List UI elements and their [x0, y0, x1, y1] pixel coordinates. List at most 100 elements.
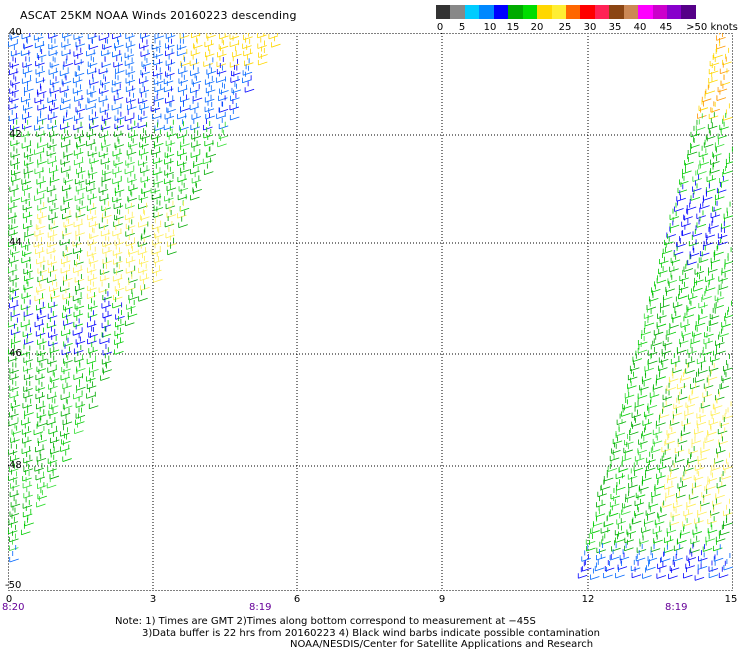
wind-barb: [22, 463, 32, 482]
wind-barb: [21, 408, 31, 426]
wind-barb: [24, 508, 34, 527]
wind-barb: [36, 77, 47, 95]
wind-barb: [114, 202, 124, 221]
longitude-label: 9: [438, 594, 446, 605]
wind-barb: [687, 337, 697, 355]
wind-barb: [637, 436, 647, 454]
colorbar-swatch: [667, 5, 682, 19]
wind-barb: [215, 65, 226, 83]
wind-barb: [24, 75, 34, 93]
wind-barb: [88, 33, 99, 50]
wind-barb: [697, 443, 708, 462]
wind-barb: [37, 344, 47, 363]
wind-barb: [690, 526, 700, 545]
wind-barb: [9, 174, 19, 192]
wind-barb: [192, 175, 202, 193]
wind-barb: [218, 111, 229, 130]
wind-barb: [707, 418, 717, 436]
wind-barb: [659, 246, 669, 265]
wind-barb: [723, 157, 733, 175]
wind-barb: [114, 327, 124, 346]
wind-barb: [629, 417, 639, 436]
wind-barb: [102, 157, 112, 176]
wind-barb: [720, 517, 730, 536]
wind-barb: [102, 236, 112, 254]
wind-barb: [673, 544, 683, 562]
wind-barb: [243, 33, 253, 41]
wind-barb: [678, 273, 689, 291]
wind-barb: [46, 236, 57, 254]
wind-barb: [708, 560, 719, 579]
wind-barb: [48, 320, 58, 338]
wind-barb: [86, 255, 97, 274]
wind-barb: [685, 390, 696, 408]
wind-barb: [190, 140, 201, 158]
wind-barb: [36, 400, 47, 419]
wind-barb: [675, 445, 685, 463]
wind-barb: [22, 56, 33, 75]
wind-barb: [153, 40, 163, 58]
wind-barb: [140, 202, 150, 221]
wind-barb: [705, 220, 716, 239]
wind-barb: [722, 103, 733, 121]
wind-barb: [23, 93, 33, 111]
colorbar-label: 30: [583, 22, 597, 33]
latitude-label: 42: [9, 129, 22, 140]
colorbar-swatch: [464, 5, 480, 19]
wind-barb: [643, 301, 654, 319]
wind-barb: [686, 490, 696, 508]
wind-barb: [49, 93, 59, 112]
wind-barb: [73, 299, 84, 318]
wind-barb: [59, 92, 70, 111]
wind-barb: [616, 407, 627, 426]
colorbar-swatch: [638, 5, 653, 19]
wind-barb: [665, 427, 675, 445]
wind-barb: [86, 381, 96, 399]
wind-barb: [154, 74, 164, 93]
wind-barb: [718, 427, 728, 445]
wind-barb: [258, 40, 268, 58]
wind-barb: [596, 535, 606, 554]
wind-barb: [689, 239, 700, 257]
wind-barb: [604, 554, 615, 572]
wind-barb: [8, 92, 19, 110]
wind-barb: [708, 354, 719, 372]
wind-barb: [692, 219, 703, 237]
wind-barb: [176, 33, 187, 50]
wind-barb: [632, 344, 643, 363]
wind-barb: [684, 300, 695, 319]
wind-barb: [682, 509, 692, 527]
wind-barb: [35, 435, 45, 453]
wind-barb: [625, 481, 635, 500]
wind-barb: [725, 300, 733, 319]
wind-barb: [205, 75, 216, 94]
wind-barb: [61, 67, 72, 85]
wind-barb: [114, 111, 125, 130]
wind-barb: [49, 50, 60, 68]
longitude-label: 12: [581, 594, 595, 605]
wind-barb: [693, 274, 703, 292]
wind-barb: [101, 103, 112, 122]
wind-barb: [128, 265, 138, 284]
wind-barb: [128, 173, 138, 192]
wind-barb: [76, 156, 86, 175]
wind-barb: [661, 443, 672, 462]
wind-barb: [699, 239, 710, 257]
wind-barb: [102, 282, 112, 301]
wind-barb: [21, 230, 31, 248]
wind-barb: [101, 49, 112, 68]
wind-barb: [9, 291, 19, 309]
wind-barb: [717, 74, 728, 93]
wind-barb: [704, 425, 715, 443]
wind-barb: [46, 174, 57, 193]
wind-barb: [683, 254, 694, 272]
wind-barb: [139, 92, 150, 111]
wind-barb: [670, 500, 681, 518]
wind-barb: [127, 299, 138, 318]
wind-barb: [676, 371, 687, 390]
wind-barb: [701, 84, 712, 103]
wind-barb: [9, 50, 20, 68]
wind-barb: [60, 382, 71, 401]
wind-barb: [218, 33, 229, 50]
wind-barb: [101, 320, 112, 338]
